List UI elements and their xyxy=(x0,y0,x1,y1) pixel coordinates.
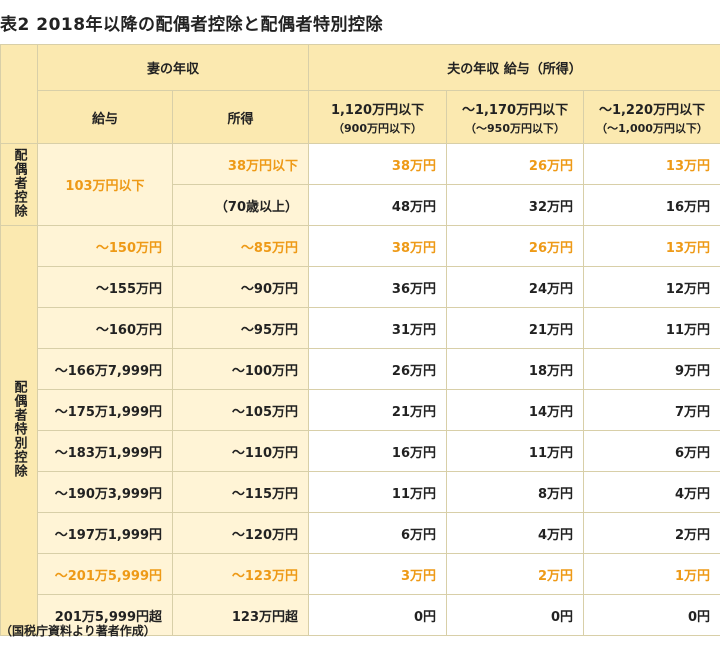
header-col1: 1,120万円以下 （900万円以下） xyxy=(308,90,448,144)
table-row: 〜175万1,999円 〜105万円 21万円 14万円 7万円 xyxy=(1,389,720,431)
deduction-cell: 18万円 xyxy=(446,348,585,390)
salary-cell: 〜190万3,999円 xyxy=(37,471,173,513)
deduction-cell: 13万円 xyxy=(583,143,720,185)
deduction-cell: 38万円 xyxy=(308,225,448,267)
deduction-table-wrapper: 妻の年収 夫の年収 給与（所得） 給与 所得 1,120万円以下 （900万円以… xyxy=(0,44,720,636)
header-husband-income: 夫の年収 給与（所得） xyxy=(308,44,720,91)
table-row: 配偶者特別控除 〜150万円 〜85万円 38万円 26万円 13万円 xyxy=(0,225,720,636)
category-special-deduction: 配偶者特別控除 xyxy=(0,225,38,636)
deduction-cell: 26万円 xyxy=(308,348,448,390)
deduction-cell: 0円 xyxy=(446,594,585,636)
deduction-cell: 26万円 xyxy=(446,225,585,267)
salary-cell: 〜166万7,999円 xyxy=(37,348,173,390)
deduction-cell: 48万円 xyxy=(308,184,448,226)
deduction-cell: 13万円 xyxy=(583,225,720,267)
salary-cell: 〜175万1,999円 xyxy=(37,389,173,431)
deduction-cell: 26万円 xyxy=(446,143,585,185)
deduction-cell: 2万円 xyxy=(446,553,585,595)
header-wife-income: 妻の年収 xyxy=(36,44,310,91)
header-income: 所得 xyxy=(171,90,310,144)
deduction-cell: 14万円 xyxy=(446,389,585,431)
salary-cell: 〜183万1,999円 xyxy=(37,430,173,472)
header-col2-sub: （〜950万円以下） xyxy=(465,121,565,135)
salary-cell: 201万5,999円超 xyxy=(37,594,173,636)
table-row: 〜183万1,999円 〜110万円 16万円 11万円 6万円 xyxy=(1,430,720,472)
deduction-cell: 6万円 xyxy=(583,430,720,472)
deduction-cell: 32万円 xyxy=(446,184,585,226)
income-cell: 〜85万円 xyxy=(171,225,310,267)
header-col2-main: 〜1,170万円以下 xyxy=(461,102,569,118)
deduction-cell: 31万円 xyxy=(308,307,448,349)
deduction-cell: 21万円 xyxy=(308,389,448,431)
table-row: 〜190万3,999円 〜115万円 11万円 8万円 4万円 xyxy=(1,471,720,513)
deduction-cell: 12万円 xyxy=(583,266,720,308)
table-row: 〜155万円 〜90万円 36万円 24万円 12万円 xyxy=(1,266,720,308)
deduction-cell: 7万円 xyxy=(583,389,720,431)
header-col1-sub: （900万円以下） xyxy=(333,121,422,135)
salary-cell: 〜201万5,999円 xyxy=(37,553,173,595)
deduction-cell: 8万円 xyxy=(446,471,585,513)
header-salary: 給与 xyxy=(37,90,173,144)
salary-cell: 〜150万円 xyxy=(37,225,173,267)
category-label: 配偶者控除 xyxy=(11,147,27,218)
header-row-1: 妻の年収 夫の年収 給与（所得） xyxy=(0,44,720,144)
deduction-cell: 0円 xyxy=(583,594,720,636)
deduction-cell: 24万円 xyxy=(446,266,585,308)
header-col3: 〜1,220万円以下 （〜1,000万円以下） xyxy=(583,90,720,144)
page-title: 表2 2018年以降の配偶者控除と配偶者特別控除 xyxy=(0,15,384,35)
table-row: 〜197万1,999円 〜120万円 6万円 4万円 2万円 xyxy=(1,512,720,554)
table-row: （70歳以上） 48万円 32万円 16万円 xyxy=(1,184,720,226)
category-spouse-deduction: 配偶者控除 xyxy=(0,143,38,226)
deduction-cell: 4万円 xyxy=(446,512,585,554)
header-row-2: 給与 所得 1,120万円以下 （900万円以下） 〜1,170万円以下 （〜9… xyxy=(1,90,720,144)
deduction-cell: 9万円 xyxy=(583,348,720,390)
income-cell: 38万円以下 xyxy=(171,143,310,185)
deduction-cell: 21万円 xyxy=(446,307,585,349)
income-cell: 〜105万円 xyxy=(171,389,310,431)
salary-cell: 〜155万円 xyxy=(37,266,173,308)
deduction-cell: 6万円 xyxy=(308,512,448,554)
deduction-cell: 0円 xyxy=(308,594,448,636)
deduction-cell: 11万円 xyxy=(308,471,448,513)
income-cell: 〜115万円 xyxy=(171,471,310,513)
deduction-cell: 3万円 xyxy=(308,553,448,595)
table-row: 〜160万円 〜95万円 31万円 21万円 11万円 xyxy=(1,307,720,349)
income-cell: 〜110万円 xyxy=(171,430,310,472)
source-note: （国税庁資料より著者作成） xyxy=(0,624,156,638)
salary-cell: 〜197万1,999円 xyxy=(37,512,173,554)
deduction-cell: 38万円 xyxy=(308,143,448,185)
deduction-cell: 11万円 xyxy=(583,307,720,349)
income-cell: （70歳以上） xyxy=(171,184,310,226)
table-row: 〜201万5,999円 〜123万円 3万円 2万円 1万円 xyxy=(1,553,720,595)
deduction-cell: 4万円 xyxy=(583,471,720,513)
income-cell: 〜123万円 xyxy=(171,553,310,595)
table-row: 201万5,999円超 123万円超 0円 0円 0円 xyxy=(1,594,720,636)
deduction-cell: 1万円 xyxy=(583,553,720,595)
table-row: 〜166万7,999円 〜100万円 26万円 18万円 9万円 xyxy=(1,348,720,390)
category-label: 配偶者特別控除 xyxy=(11,379,27,478)
income-cell: 〜100万円 xyxy=(171,348,310,390)
header-col3-main: 〜1,220万円以下 xyxy=(598,102,706,118)
table-row: 配偶者控除 103万円以下 38万円以下 38万円 26万円 13万円 xyxy=(0,143,720,226)
header-col1-main: 1,120万円以下 xyxy=(330,102,425,118)
income-cell: 123万円超 xyxy=(171,594,310,636)
deduction-table: 妻の年収 夫の年収 給与（所得） 給与 所得 1,120万円以下 （900万円以… xyxy=(0,44,720,636)
deduction-cell: 16万円 xyxy=(308,430,448,472)
deduction-cell: 16万円 xyxy=(583,184,720,226)
spouse-salary-cell: 103万円以下 xyxy=(37,143,173,226)
salary-cell: 〜160万円 xyxy=(37,307,173,349)
header-col2: 〜1,170万円以下 （〜950万円以下） xyxy=(446,90,585,144)
deduction-cell: 36万円 xyxy=(308,266,448,308)
income-cell: 〜95万円 xyxy=(171,307,310,349)
deduction-cell: 2万円 xyxy=(583,512,720,554)
deduction-cell: 11万円 xyxy=(446,430,585,472)
income-cell: 〜90万円 xyxy=(171,266,310,308)
header-col3-sub: （〜1,000万円以下） xyxy=(596,121,708,135)
income-cell: 〜120万円 xyxy=(171,512,310,554)
header-corner xyxy=(0,44,38,144)
